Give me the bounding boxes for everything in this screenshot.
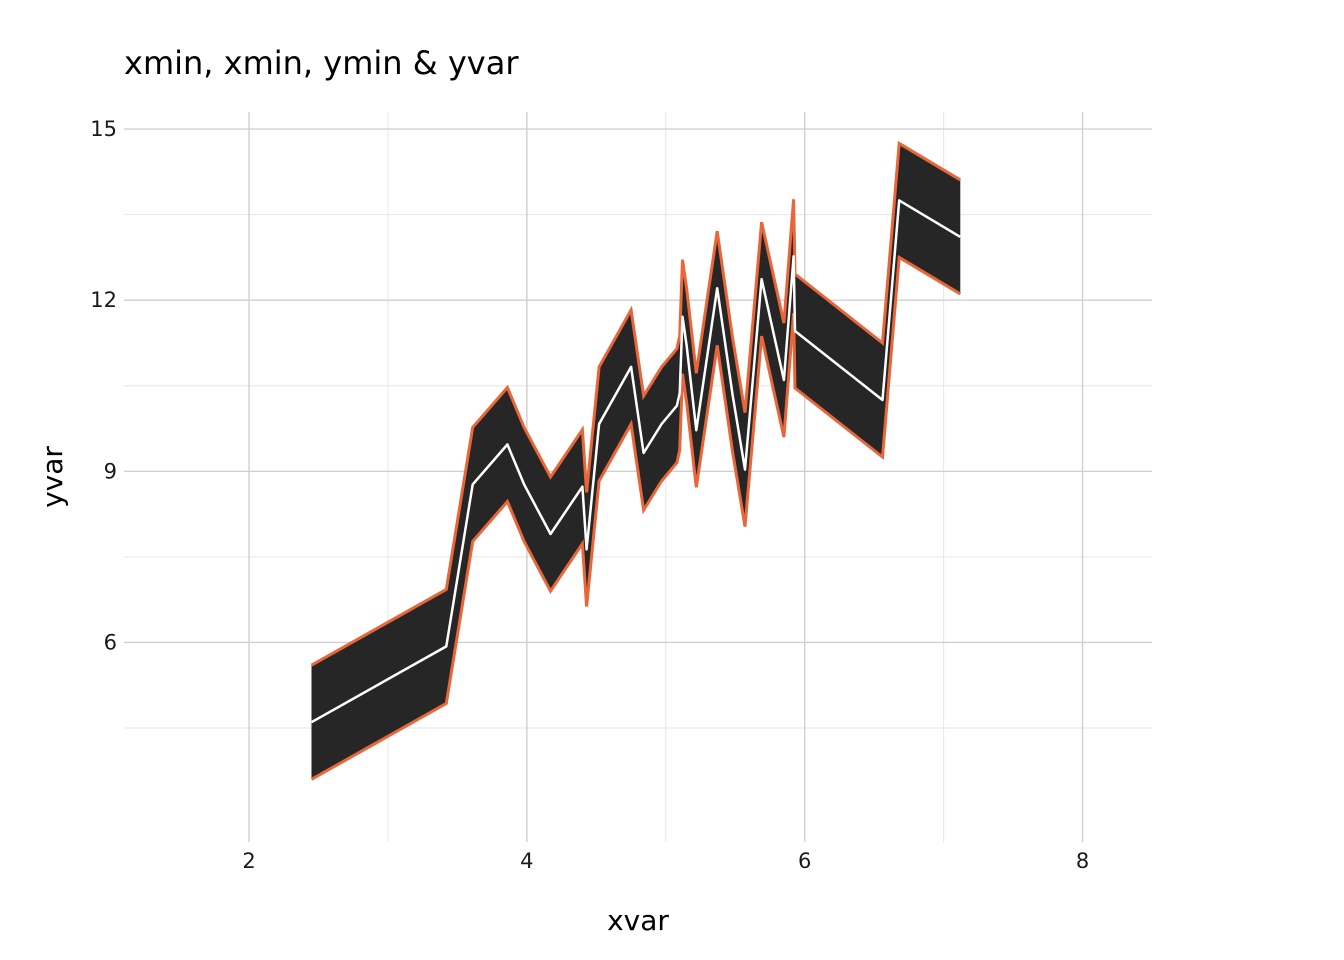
x-tick-label: 8 — [1076, 849, 1089, 873]
y-tick-label: 9 — [104, 459, 117, 483]
y-tick-label: 6 — [104, 630, 117, 654]
y-tick-label: 12 — [90, 288, 117, 312]
series-layer — [310, 140, 962, 781]
x-tick-label: 6 — [798, 849, 811, 873]
major-gridlines — [124, 112, 1152, 842]
ribbon-band — [311, 143, 961, 780]
x-tick-label: 4 — [520, 849, 533, 873]
x-axis-title: xvar — [607, 904, 669, 937]
tick-labels: 2 4 6 8 6 9 12 15 — [90, 117, 1089, 873]
x-tick-label: 2 — [242, 849, 255, 873]
yvar-line — [310, 199, 961, 724]
chart-title: xmin, xmin, ymin & yvar — [124, 44, 519, 82]
ribbon-lower-edge — [310, 254, 962, 781]
ribbon-upper-edge — [310, 140, 962, 667]
y-tick-label: 15 — [90, 117, 117, 141]
y-axis-title: yvar — [36, 446, 69, 508]
